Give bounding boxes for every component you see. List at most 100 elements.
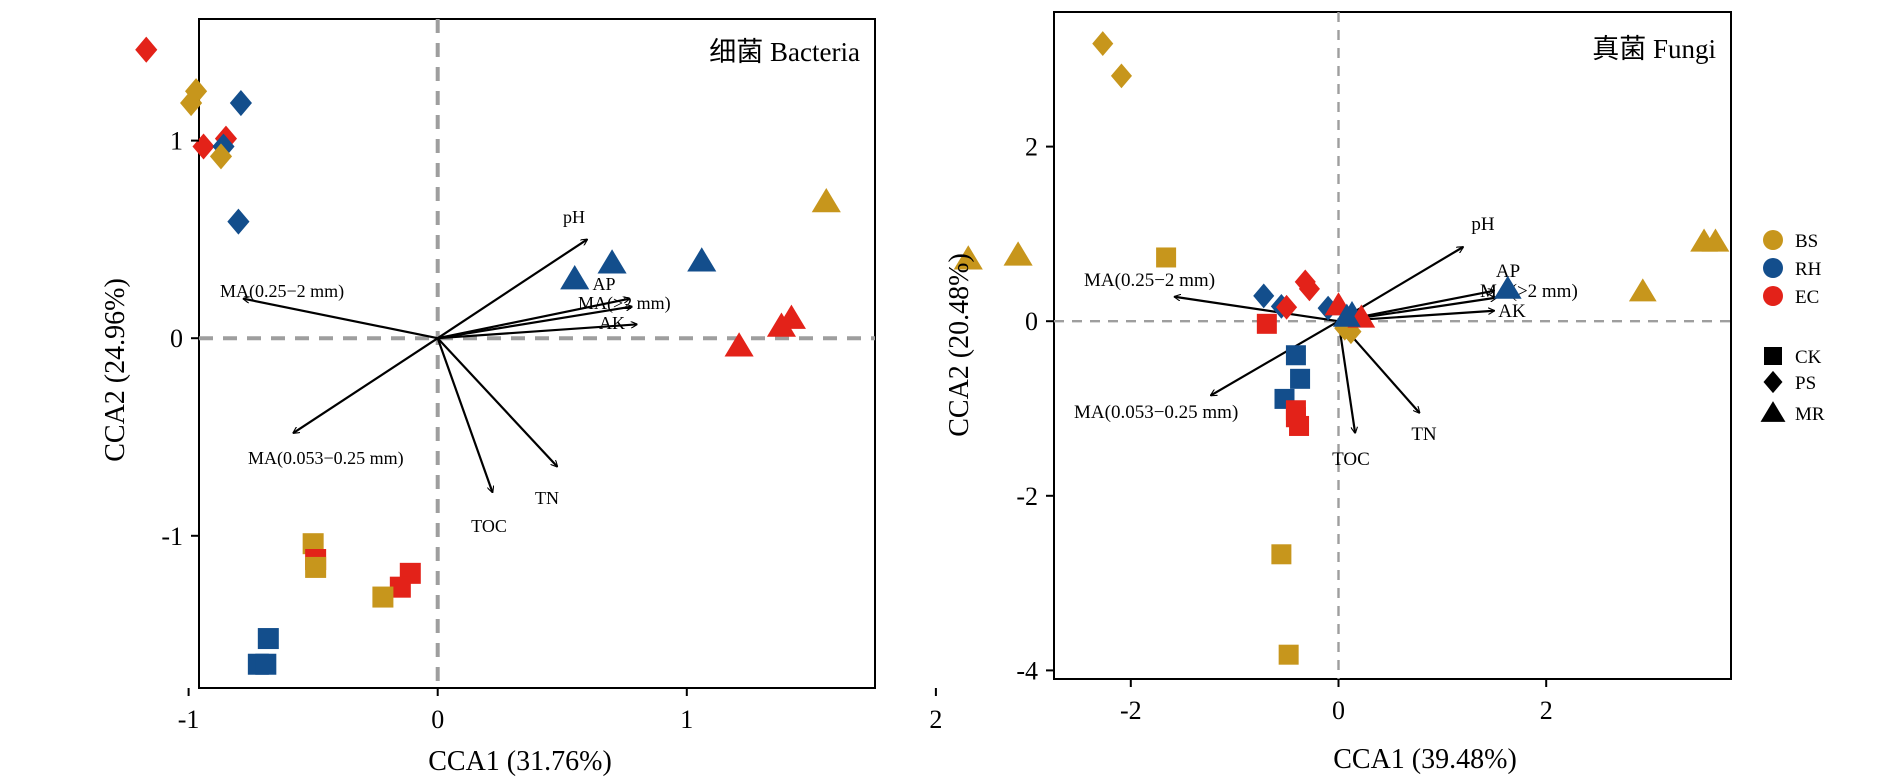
bacteria-arrow-label: MA(0.25−2 mm)	[220, 281, 344, 302]
legend-swatch-ec	[1763, 286, 1783, 306]
bacteria-point-bs-ps	[180, 90, 203, 117]
bacteria-point-bs-ps	[185, 78, 208, 105]
fungi-arrow-label: pH	[1471, 214, 1495, 235]
bacteria-point-ec-mr	[724, 332, 754, 357]
bacteria-point-bs-ck	[305, 556, 327, 578]
fungi-arrow-label: TOC	[1332, 449, 1370, 470]
fungi-point-ec-ps	[1276, 294, 1298, 320]
fungi-point-rh-ck	[1285, 345, 1306, 366]
bacteria-x-tick-label: 1	[680, 705, 693, 734]
fungi-point-bs-ck	[1278, 644, 1299, 665]
fungi-point-bs-mr	[1628, 278, 1657, 302]
fungi-arrow	[1174, 297, 1339, 323]
bacteria-point-ec-ck	[389, 576, 411, 598]
bacteria-point-bs-ps	[209, 143, 233, 170]
legend-shape-ps	[1763, 370, 1783, 394]
fungi-arrow-label: AP	[1496, 261, 1520, 282]
bacteria-point-ec-mr	[766, 312, 797, 337]
fungi-x-tick-label: -2	[1120, 696, 1142, 725]
bacteria-point-bs-mr	[953, 245, 983, 270]
fungi-y-tick-label: 2	[1025, 133, 1038, 162]
fungi-arrow-label: AK	[1498, 301, 1526, 322]
fungi-axis-ticks: -2 0 2 -4 -2 0 2	[1016, 133, 1552, 725]
legend-shape-mr	[1760, 401, 1786, 422]
fungi-panel-title: 真菌 Fungi	[1592, 34, 1716, 64]
bacteria-point-bs-mr	[1003, 241, 1033, 266]
bacteria-axis-ticks: -1 0 1 2 -1 0 1	[161, 127, 942, 734]
fungi-plot-frame	[1053, 11, 1732, 680]
fungi-arrow	[1337, 321, 1356, 433]
fungi-point-bs-ps	[1110, 63, 1132, 89]
fungi-point-bs-ck	[1156, 247, 1177, 268]
bacteria-arrow	[436, 337, 558, 466]
fungi-point-rh-mr	[1493, 275, 1522, 299]
bacteria-arrow-label: TOC	[471, 516, 507, 536]
fungi-x-axis-label: CCA1 (39.48%)	[1333, 744, 1517, 775]
bacteria-point-bs-mr	[811, 187, 841, 213]
bacteria-point-bs-ck	[302, 533, 324, 555]
bacteria-arrow-label: MA(>2 mm)	[578, 293, 671, 314]
bacteria-point-rh-ck	[255, 653, 277, 675]
fungi-point-ec-ck	[1289, 415, 1310, 436]
legend-label-ec: EC	[1795, 287, 1819, 308]
bacteria-point-bs-ck	[372, 586, 394, 608]
fungi-point-rh-mr	[1332, 303, 1361, 327]
bacteria-arrow	[437, 239, 587, 340]
legend-shape-ck	[1764, 347, 1782, 365]
fungi-x-tick-label: 0	[1332, 696, 1345, 725]
bacteria-arrow-label: TN	[535, 488, 559, 508]
bacteria-arrow	[436, 337, 493, 492]
fungi-point-rh-ck	[1290, 368, 1311, 389]
fungi-y-axis-label: CCA2 (20.48%)	[944, 253, 975, 437]
fungi-y-tick-label: -4	[1016, 656, 1038, 685]
legend-label-bs: BS	[1795, 231, 1818, 252]
bacteria-arrow	[437, 307, 632, 340]
legend: BS RH EC CK PS MR	[1760, 230, 1825, 425]
bacteria-point-rh-ck	[257, 628, 279, 650]
bacteria-point-rh-ps	[227, 208, 250, 235]
fungi-arrow-label: TN	[1411, 424, 1437, 445]
bacteria-plot-frame	[198, 18, 876, 689]
legend-label-mr: MR	[1795, 404, 1825, 425]
fungi-point-bs-ck	[1271, 544, 1292, 565]
fungi-point-rh-ps	[1253, 283, 1275, 309]
bacteria-points	[135, 36, 1033, 675]
bacteria-arrow-label: MA(0.053−0.25 mm)	[248, 448, 404, 469]
bacteria-y-tick-label: 1	[170, 127, 183, 156]
fungi-y-tick-label: -2	[1016, 482, 1038, 511]
bacteria-arrow	[437, 299, 630, 340]
fungi-y-tick-label: 0	[1025, 307, 1038, 336]
bacteria-point-rh-ps	[229, 90, 252, 117]
bacteria-arrow-label: pH	[563, 207, 585, 227]
legend-swatch-rh	[1763, 258, 1783, 278]
fungi-arrow-label: MA(>2 mm)	[1480, 281, 1578, 302]
bacteria-y-tick-label: 0	[170, 324, 183, 353]
fungi-point-ec-ck	[1256, 313, 1277, 334]
fungi-arrow-label: MA(0.053−0.25 mm)	[1074, 402, 1238, 423]
legend-label-rh: RH	[1795, 259, 1822, 280]
bacteria-x-tick-label: -1	[178, 705, 200, 734]
bacteria-arrow	[243, 299, 438, 340]
legend-swatch-bs	[1763, 230, 1783, 250]
fungi-x-tick-label: 2	[1540, 696, 1553, 725]
fungi-arrow	[1211, 320, 1340, 395]
bacteria-x-tick-label: 2	[929, 705, 942, 734]
legend-label-ps: PS	[1795, 373, 1816, 394]
bacteria-panel-title: 细菌 Bacteria	[709, 37, 860, 67]
bacteria-y-axis-label: CCA2 (24.96%)	[100, 278, 131, 462]
bacteria-point-rh-mr	[687, 247, 717, 272]
bacteria-arrow	[293, 337, 439, 433]
bacteria-arrow-label: AK	[599, 313, 625, 333]
fungi-point-bs-mr	[1701, 228, 1730, 252]
bacteria-y-tick-label: -1	[161, 522, 183, 551]
fungi-point-ec-ps	[1298, 276, 1320, 302]
legend-label-ck: CK	[1795, 347, 1822, 368]
bacteria-arrow	[437, 324, 637, 340]
bacteria-point-ec-ps	[135, 36, 158, 63]
bacteria-x-tick-label: 0	[431, 705, 444, 734]
